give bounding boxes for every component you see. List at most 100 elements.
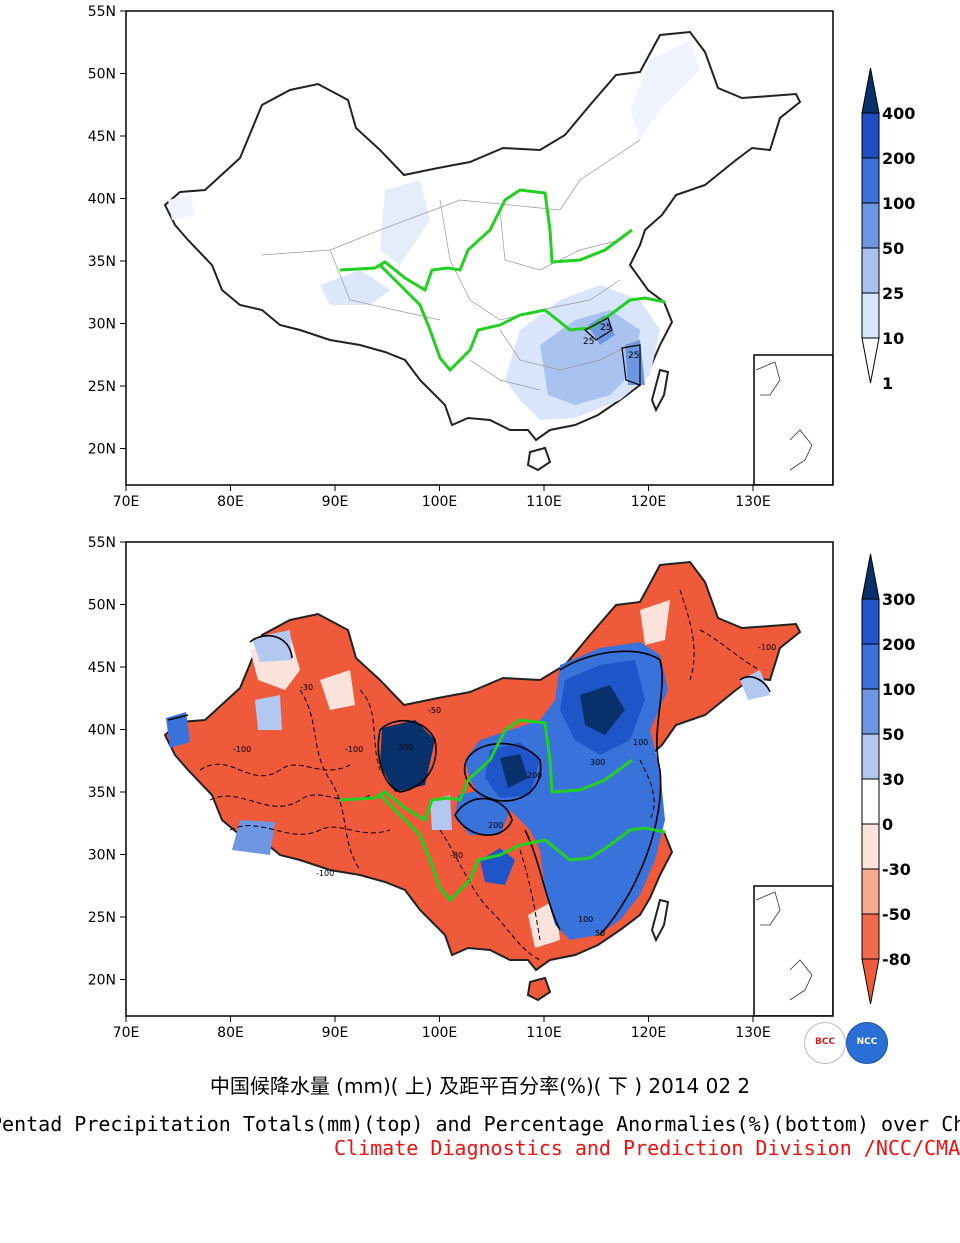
legend-arrow-bottom (861, 337, 880, 384)
legend-label: -30 (882, 860, 911, 879)
legend-label: 200 (882, 635, 915, 654)
lon-tick-label: 120E (631, 1025, 667, 1041)
caption-chinese: 中国候降水量 (mm)( 上) 及距平百分率(%)( 下 ) 2014 02 2 (209, 1074, 751, 1098)
precip-area-northeast (630, 40, 700, 140)
lon-tick-label: 110E (526, 494, 562, 510)
precip-area-qinghai (380, 180, 430, 265)
anomaly-label-13: -100 (316, 869, 334, 878)
precipitation-totals-svg: 25 25 25 55N 50N 45N 40N 35N 30N 25N 20N 70E 80E… (0, 0, 960, 520)
lon-tick-label: 130E (735, 494, 771, 510)
legend-band (861, 823, 880, 870)
anomaly-positive-qinghai (380, 720, 435, 792)
longitude-axis: 70E 80E 90E 100E 110E 120E 130E (113, 485, 771, 510)
lat-tick-label: 55N (88, 535, 116, 551)
anomaly-label-7: 50 (595, 929, 605, 938)
lat-tick-label: 25N (88, 910, 116, 926)
lon-tick-label: 120E (631, 494, 667, 510)
legend-band (861, 598, 880, 645)
lon-tick-label: 80E (217, 1025, 244, 1041)
legend-label: 25 (882, 284, 904, 303)
lat-tick-label: 50N (88, 67, 116, 83)
legend-band (861, 778, 880, 825)
anomaly-label-8: -30 (300, 683, 313, 692)
lat-tick-label: 25N (88, 379, 116, 395)
precip-area-west (168, 195, 195, 220)
legend-label: 1 (882, 374, 893, 393)
anomaly-label-5: 100 (578, 915, 593, 924)
legend-band (861, 733, 880, 780)
legend-band (861, 688, 880, 735)
bcc-logo: BCC (804, 1022, 846, 1064)
legend-band (861, 247, 880, 294)
legend-label: -50 (882, 905, 911, 924)
hainan-island (526, 446, 552, 472)
lon-tick-label: 80E (217, 494, 244, 510)
ncc-logo: NCC (846, 1022, 888, 1064)
precip-area-south-core (540, 310, 640, 405)
legend-label: 30 (882, 770, 904, 789)
latitude-axis: 55N 50N 45N 40N 35N 30N 25N 20N (88, 4, 126, 458)
caption-english: Pentad Precipitation Totals(mm)(top) and… (0, 1112, 960, 1136)
legend-band (861, 643, 880, 690)
legend-band (861, 157, 880, 204)
contour-label-1: 25 (583, 337, 594, 347)
legend-label: 10 (882, 329, 904, 348)
anomaly-label-6: 100 (633, 738, 648, 747)
legend-label: 400 (882, 104, 915, 123)
precipitation-legend: 400 200 100 50 25 10 1 (861, 67, 915, 393)
south-china-sea-inset (753, 354, 833, 485)
anomaly-label-14: -100 (758, 643, 776, 652)
legend-label: 300 (882, 590, 915, 609)
precipitation-anomaly-svg: 300 300 200 200 100 100 50 -30 -50 -80 -… (0, 530, 960, 1050)
anomaly-label-9: -50 (428, 706, 441, 715)
legend-band (861, 868, 880, 915)
lon-tick-label: 90E (322, 494, 349, 510)
lat-tick-label: 55N (88, 4, 116, 20)
anomaly-positive-west (166, 712, 190, 748)
contour-label-3: 25 (628, 351, 639, 361)
legend-label: 50 (882, 725, 904, 744)
precipitation-anomaly-map: 300 300 200 200 100 100 50 -30 -50 -80 -… (0, 530, 960, 1050)
legend-band (861, 112, 880, 159)
lat-tick-label: 20N (88, 442, 116, 458)
lon-tick-label: 130E (735, 1025, 771, 1041)
legend-label: 100 (882, 680, 915, 699)
latitude-axis: 55N 50N 45N 40N 35N 30N 25N 20N (88, 535, 126, 989)
lon-tick-label: 90E (322, 1025, 349, 1041)
anomaly-label-1: 300 (398, 743, 413, 752)
longitude-axis: 70E 80E 90E 100E 110E 120E 130E (113, 1016, 771, 1041)
lon-tick-label: 100E (422, 494, 458, 510)
caption-division: Climate Diagnostics and Prediction Divis… (334, 1136, 960, 1160)
anomaly-label-10: -80 (450, 851, 463, 860)
lon-tick-label: 70E (113, 494, 140, 510)
anomaly-label-2: 300 (590, 758, 605, 767)
contour-label-2: 25 (600, 323, 611, 333)
lat-tick-label: 40N (88, 192, 116, 208)
lat-tick-label: 45N (88, 660, 116, 676)
precip-area-tibet (320, 270, 390, 305)
precipitation-totals-map: 25 25 25 55N 50N 45N 40N 35N 30N 25N 20N 70E 80E… (0, 0, 960, 520)
legend-label: -80 (882, 950, 911, 969)
anomaly-label-4: 200 (488, 821, 503, 830)
yellow-river (339, 188, 633, 293)
lat-tick-label: 45N (88, 129, 116, 145)
legend-label: 200 (882, 149, 915, 168)
bottom-map-frame (125, 541, 834, 1017)
lat-tick-label: 50N (88, 598, 116, 614)
lon-tick-label: 100E (422, 1025, 458, 1041)
anomaly-label-3: 200 (527, 771, 542, 780)
lat-tick-label: 20N (88, 973, 116, 989)
precip-area-south-strong (588, 315, 615, 345)
yangtze-river (378, 263, 666, 373)
lat-tick-label: 35N (88, 785, 116, 801)
lat-tick-label: 30N (88, 848, 116, 864)
legend-label: 100 (882, 194, 915, 213)
legend-arrow-bottom (861, 958, 880, 1005)
taiwan-island (650, 368, 670, 413)
legend-band (861, 202, 880, 249)
lat-tick-label: 35N (88, 254, 116, 270)
legend-label: 0 (882, 815, 893, 834)
legend-band (861, 913, 880, 960)
anomaly-label-12: -100 (345, 745, 363, 754)
